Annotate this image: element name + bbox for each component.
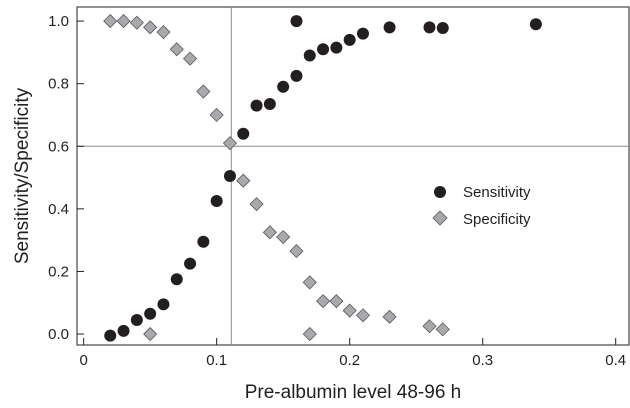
x-tick-label: 0.3 xyxy=(472,352,493,369)
specificity-point xyxy=(435,322,450,337)
y-tick-label: 0.8 xyxy=(48,76,69,93)
sensitivity-point xyxy=(157,298,170,311)
sensitivity-point xyxy=(223,170,236,182)
y-axis: 0.0 0.2 0.4 0.6 0.8 1.0 xyxy=(48,13,84,343)
specificity-point xyxy=(129,15,144,30)
plot-frame-group xyxy=(76,6,630,346)
data-series xyxy=(103,14,542,342)
sensitivity-point xyxy=(184,257,197,270)
y-tick-label: 1.0 xyxy=(48,13,69,30)
specificity-point xyxy=(355,308,371,323)
sensitivity-point xyxy=(117,324,130,337)
x-tick-label: 0.2 xyxy=(339,352,360,369)
specificity-point xyxy=(276,229,291,245)
x-axis-label: Pre-albumin level 48-96 h xyxy=(245,382,462,403)
sensitivity-point xyxy=(144,307,157,320)
y-axis-label: Sensitivity/Specificity xyxy=(12,87,33,264)
specificity-point xyxy=(236,173,251,188)
sensitivity-point xyxy=(210,195,223,208)
y-tick-label: 0.6 xyxy=(48,138,69,155)
sensitivity-point xyxy=(277,80,290,93)
sensitivity-point xyxy=(330,41,343,54)
specificity-point xyxy=(196,84,211,99)
sensitivity-point xyxy=(197,235,210,248)
x-axis: 0 0.1 0.2 0.3 0.4 xyxy=(79,338,626,369)
legend: Sensitivity Specificity xyxy=(432,184,531,228)
specificity-point xyxy=(116,14,131,29)
specificity-point xyxy=(316,294,331,309)
sensitivity-point xyxy=(356,27,369,40)
specificity-point xyxy=(249,197,264,212)
specificity-point xyxy=(422,319,437,334)
x-tick-label: 0 xyxy=(79,352,87,369)
plot-frame xyxy=(76,6,630,346)
sensitivity-point xyxy=(237,127,250,140)
series-sensitivity xyxy=(104,15,542,342)
sensitivity-point xyxy=(317,43,330,56)
sensitivity-point xyxy=(170,273,183,286)
specificity-point xyxy=(103,14,118,29)
legend-marker-sensitivity xyxy=(434,186,446,198)
sensitivity-point xyxy=(130,313,143,326)
y-tick-label: 0.0 xyxy=(48,326,69,343)
x-tick-label: 0.1 xyxy=(206,352,227,369)
specificity-point xyxy=(143,326,158,342)
specificity-point xyxy=(169,42,184,57)
y-tick-label: 0.2 xyxy=(48,263,69,280)
specificity-point xyxy=(302,275,317,290)
specificity-point xyxy=(182,51,198,66)
sensitivity-point xyxy=(383,21,396,34)
sensitivity-point xyxy=(303,49,316,62)
x-tick-label: 0.4 xyxy=(605,352,626,369)
sensitivity-point xyxy=(436,21,449,34)
sensitivity-point xyxy=(250,99,263,112)
specificity-point xyxy=(143,20,158,35)
specificity-point xyxy=(262,225,277,240)
reference-lines xyxy=(77,7,629,345)
sensitivity-point xyxy=(529,18,542,31)
sensitivity-point xyxy=(290,69,303,82)
y-tick-label: 0.4 xyxy=(48,201,69,218)
series-specificity xyxy=(103,14,450,342)
sensitivity-point xyxy=(104,329,117,342)
specificity-point xyxy=(209,107,224,123)
sensitivity-point xyxy=(290,15,303,28)
specificity-point xyxy=(222,136,238,151)
specificity-point xyxy=(329,294,344,309)
legend-marker-specificity xyxy=(432,210,448,226)
sensitivity-point xyxy=(263,98,276,111)
legend-label-specificity: Specificity xyxy=(463,211,531,228)
specificity-point xyxy=(289,244,304,259)
specificity-point xyxy=(382,309,397,324)
sensitivity-point xyxy=(423,21,436,34)
specificity-point xyxy=(342,303,357,318)
legend-label-sensitivity: Sensitivity xyxy=(463,184,531,201)
specificity-point xyxy=(302,326,317,342)
sensitivity-point xyxy=(343,33,356,46)
specificity-point xyxy=(156,24,171,40)
